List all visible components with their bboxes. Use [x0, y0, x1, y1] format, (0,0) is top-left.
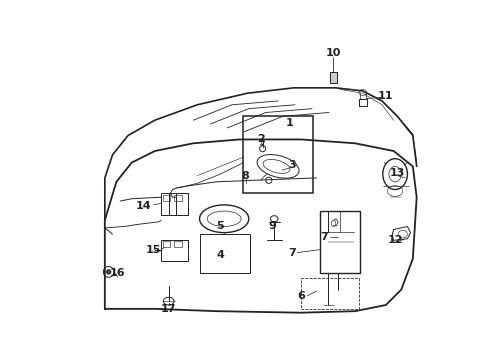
Text: 8: 8: [242, 171, 249, 181]
Bar: [330, 72, 337, 83]
Text: 17: 17: [161, 304, 176, 314]
Text: 15: 15: [146, 244, 161, 255]
Text: 1: 1: [286, 117, 294, 127]
Bar: [199, 234, 249, 273]
Text: 6: 6: [297, 291, 305, 301]
Text: 2: 2: [257, 134, 265, 144]
Ellipse shape: [106, 270, 111, 274]
Bar: [301, 278, 359, 309]
Bar: [163, 241, 171, 247]
Text: 10: 10: [326, 48, 341, 58]
Text: 11: 11: [378, 91, 393, 100]
Text: 16: 16: [110, 267, 126, 278]
Bar: [174, 241, 182, 247]
Text: 4: 4: [217, 250, 224, 260]
Bar: [174, 195, 182, 201]
Text: 13: 13: [390, 167, 405, 177]
Bar: [163, 195, 171, 201]
Text: 5: 5: [217, 221, 224, 231]
Text: 7: 7: [288, 248, 296, 258]
Text: 14: 14: [136, 202, 151, 211]
Bar: [161, 239, 188, 261]
Text: 3: 3: [288, 160, 296, 170]
Text: 12: 12: [388, 235, 403, 244]
Bar: [320, 211, 361, 273]
Bar: [244, 116, 313, 193]
Bar: [161, 193, 188, 215]
Text: 7: 7: [320, 232, 328, 242]
Text: 9: 9: [268, 221, 276, 231]
